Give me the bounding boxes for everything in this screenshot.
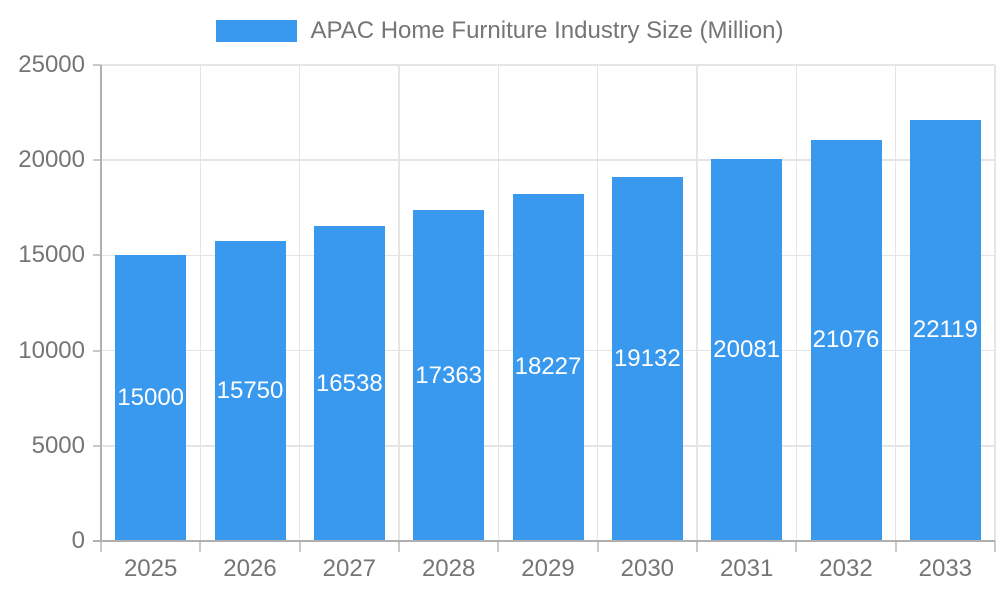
- vertical-gridline: [497, 65, 500, 541]
- x-axis-tick: [596, 541, 599, 552]
- y-axis-tick: [93, 444, 101, 447]
- bar[interactable]: 18227: [512, 193, 584, 541]
- y-axis-tick: [93, 64, 101, 66]
- x-axis-tick: [795, 541, 798, 552]
- x-axis-tick: [894, 541, 897, 552]
- bar[interactable]: 22119: [909, 119, 981, 541]
- chart-legend[interactable]: APAC Home Furniture Industry Size (Milli…: [0, 19, 1000, 43]
- vertical-gridline: [199, 65, 202, 541]
- horizontal-gridline: [101, 64, 995, 66]
- bar-value-label: 18227: [514, 353, 582, 381]
- x-axis-label: 2025: [123, 555, 178, 582]
- y-axis-label: 20000: [18, 146, 85, 174]
- x-axis-tick: [100, 541, 102, 552]
- y-axis-tick: [93, 540, 101, 542]
- y-axis-label: 15000: [18, 241, 85, 269]
- bar[interactable]: 19132: [611, 176, 683, 541]
- x-axis-label: 2031: [719, 555, 774, 582]
- bar-value-label: 21076: [812, 326, 880, 354]
- plot-area: 15000 15750 16538 17363 18227 19132 20081 21076…: [18, 53, 996, 581]
- bar[interactable]: 20081: [711, 158, 783, 541]
- x-axis-label: 2026: [223, 555, 277, 582]
- vertical-gridline: [398, 65, 400, 541]
- bar-value-label: 22119: [912, 316, 978, 344]
- bar[interactable]: 17363: [413, 210, 485, 541]
- x-axis-label: 2029: [521, 555, 575, 582]
- x-axis-label: 2028: [421, 555, 476, 582]
- bar[interactable]: 16538: [313, 226, 385, 541]
- y-axis-label: 5000: [31, 431, 85, 459]
- x-axis-label: 2033: [918, 555, 973, 582]
- x-axis-tick: [994, 541, 996, 552]
- x-axis-tick: [298, 541, 301, 552]
- y-axis-label: 10000: [18, 336, 85, 364]
- y-axis-label: 25000: [18, 51, 85, 78]
- x-axis-tick: [497, 541, 500, 552]
- x-axis-tick: [199, 541, 202, 552]
- vertical-gridline: [994, 65, 996, 541]
- vertical-gridline: [795, 65, 798, 541]
- bar-value-label: 16538: [315, 369, 383, 397]
- bar[interactable]: 15000: [115, 255, 187, 541]
- vertical-gridline: [596, 65, 599, 541]
- x-axis-label: 2030: [620, 555, 675, 582]
- bar[interactable]: 15750: [214, 241, 286, 541]
- y-axis-line: [100, 65, 102, 541]
- legend-label: APAC Home Furniture Industry Size (Milli…: [310, 17, 784, 44]
- y-axis-tick: [93, 159, 101, 162]
- vertical-gridline: [298, 65, 301, 541]
- bar-value-label: 20081: [713, 335, 781, 363]
- vertical-gridline: [894, 65, 897, 541]
- y-axis-tick: [93, 349, 101, 352]
- bar-value-label: 19132: [613, 344, 681, 372]
- vertical-gridline: [696, 65, 698, 541]
- y-axis-tick: [93, 254, 101, 257]
- x-axis-label: 2032: [819, 555, 873, 582]
- x-axis-tick: [398, 541, 400, 552]
- bar[interactable]: 21076: [810, 139, 882, 541]
- x-axis-label: 2027: [322, 555, 377, 582]
- bar-value-label: 17363: [415, 361, 483, 389]
- bar-value-label: 15750: [216, 377, 284, 405]
- legend-swatch: [216, 20, 298, 42]
- x-axis-tick: [696, 541, 698, 552]
- bar-value-label: 15000: [117, 384, 185, 412]
- y-axis-label: 0: [71, 527, 85, 554]
